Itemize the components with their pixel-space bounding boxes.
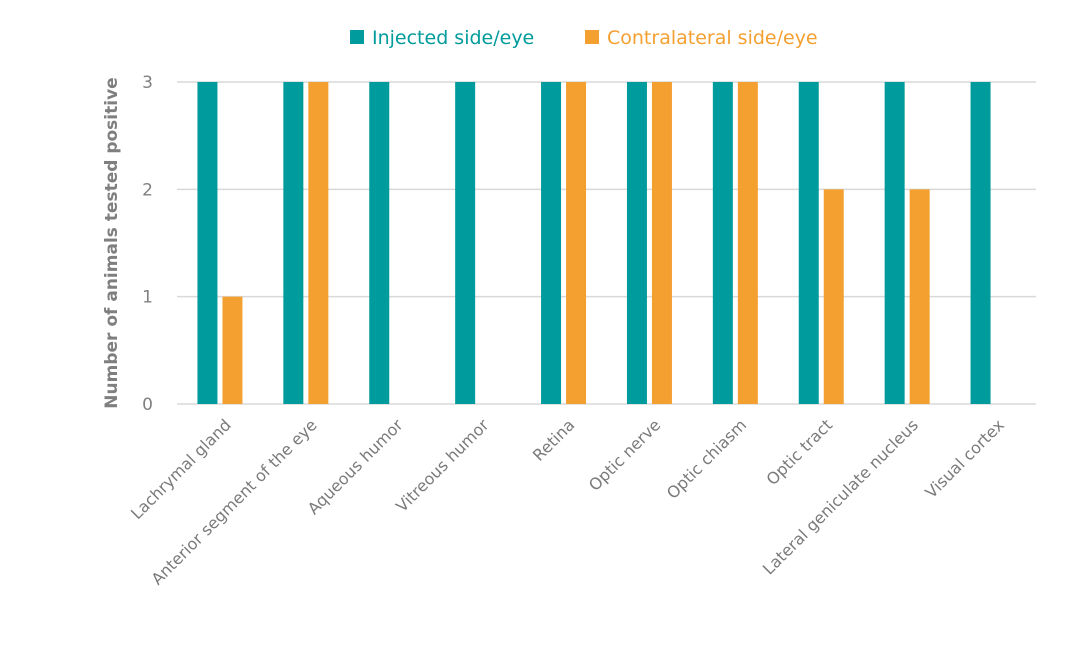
y-axis-ticks: 0 1 2 3 — [142, 73, 153, 415]
legend-swatch-contralateral — [585, 30, 599, 44]
legend-swatch-injected — [350, 30, 364, 44]
legend-label-contralateral: Contralateral side/eye — [607, 27, 818, 49]
legend-label-injected: Injected side/eye — [372, 27, 534, 49]
bars — [197, 82, 991, 404]
x-tick-label: Retina — [529, 415, 578, 464]
y-tick-label: 2 — [142, 180, 153, 200]
y-tick-label: 0 — [142, 395, 153, 415]
x-tick-label: Vitreous humor — [392, 415, 493, 516]
legend: Injected side/eye Contralateral side/eye — [350, 27, 818, 49]
bar-contralateral-5 — [651, 82, 672, 404]
bar-injected-3 — [455, 82, 476, 404]
bar-contralateral-1 — [308, 82, 329, 404]
y-tick-label: 1 — [142, 288, 153, 308]
bar-injected-8 — [884, 82, 905, 404]
bar-injected-0 — [197, 82, 218, 404]
bar-contralateral-4 — [566, 82, 587, 404]
bar-injected-6 — [712, 82, 733, 404]
bar-injected-9 — [970, 82, 991, 404]
bar-contralateral-7 — [823, 189, 844, 404]
x-tick-label: Anterior segment of the eye — [147, 415, 320, 588]
bar-injected-7 — [798, 82, 819, 404]
bar-injected-1 — [283, 82, 304, 404]
x-tick-label: Visual cortex — [921, 415, 1007, 501]
bar-contralateral-8 — [909, 189, 930, 404]
bar-contralateral-6 — [737, 82, 758, 404]
bar-injected-4 — [541, 82, 562, 404]
gridlines — [177, 81, 1036, 405]
bar-injected-2 — [369, 82, 390, 404]
y-axis-title: Number of animals tested positive — [102, 77, 122, 408]
x-tick-label: Optic chiasm — [663, 415, 750, 502]
x-tick-label: Optic tract — [762, 415, 836, 489]
y-tick-label: 3 — [142, 73, 153, 93]
bar-injected-5 — [626, 82, 647, 404]
bar-contralateral-0 — [222, 296, 243, 404]
x-tick-label: Optic nerve — [585, 415, 664, 494]
x-tick-label: Lateral geniculate nucleus — [759, 415, 922, 578]
